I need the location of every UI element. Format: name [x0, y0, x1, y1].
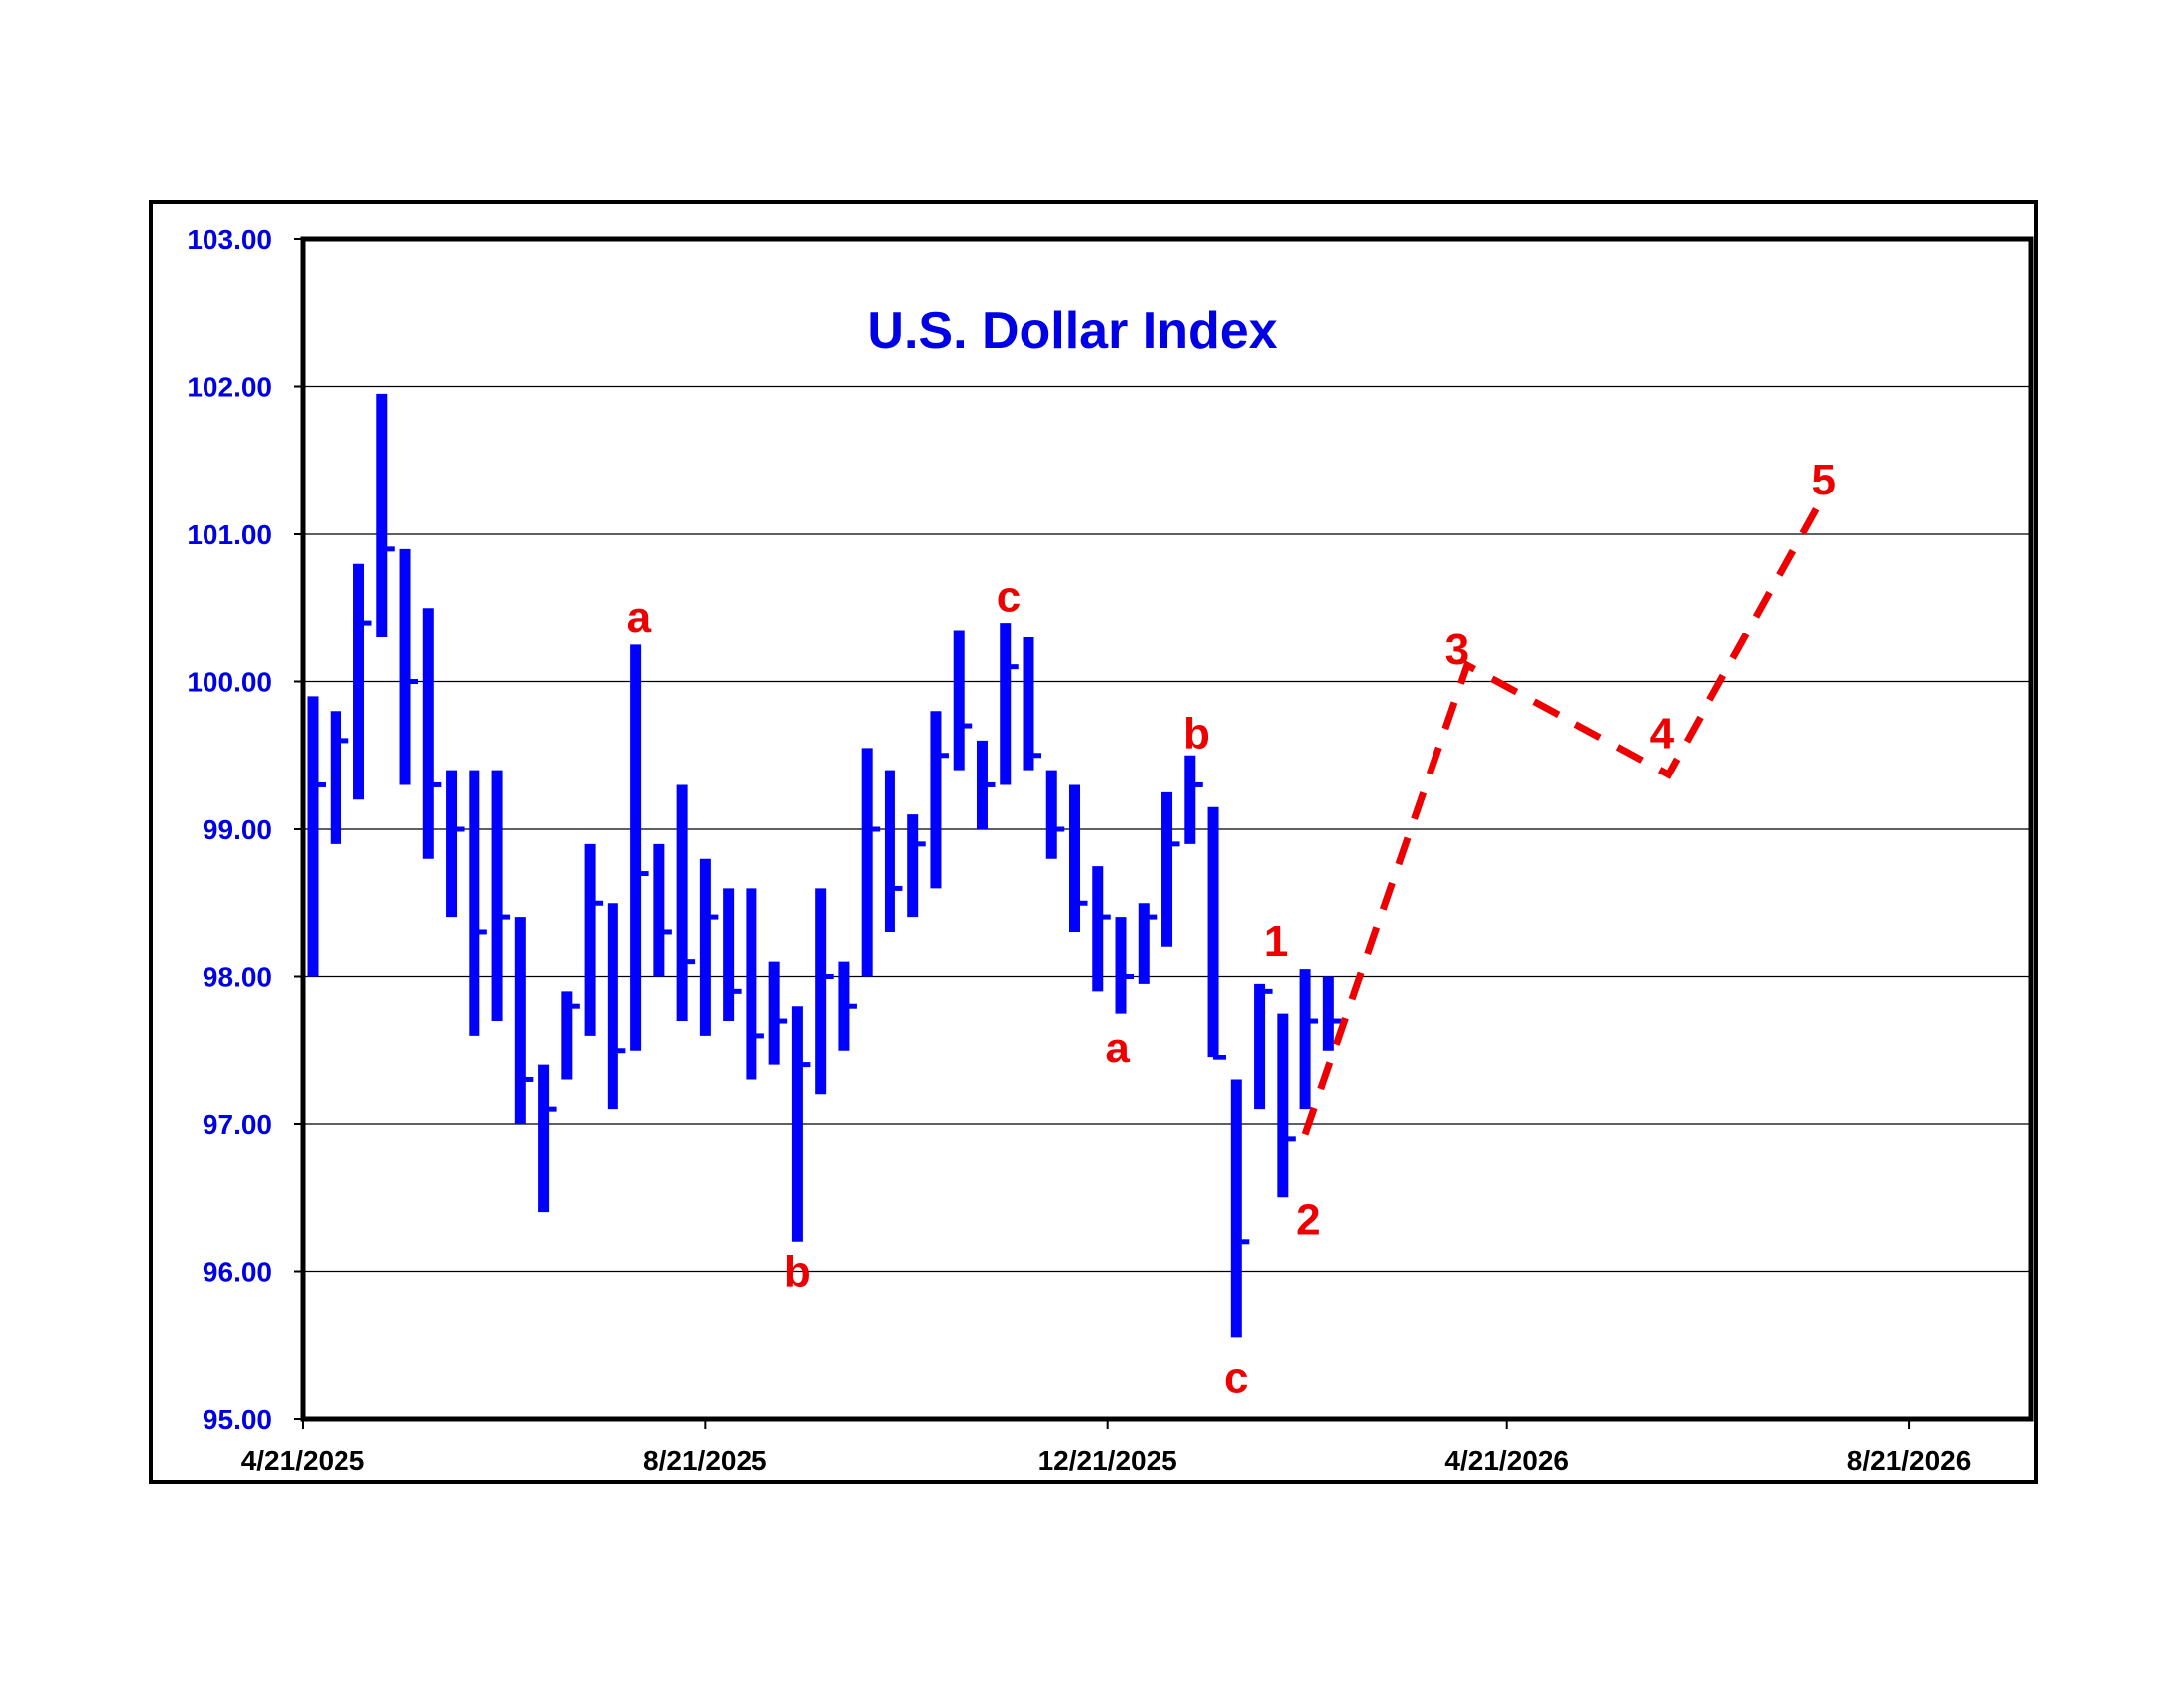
- wave-projection: [1301, 505, 1821, 1136]
- wave-label: a: [1105, 1024, 1130, 1072]
- x-tick-label: 4/21/2026: [1444, 1445, 1569, 1476]
- y-tick-label: 99.00: [203, 814, 272, 845]
- wave-labels: a b c a b c 1 2 3 4 5: [627, 456, 1836, 1402]
- y-tick-label: 100.00: [187, 667, 272, 698]
- x-tick-label: 8/21/2025: [643, 1445, 767, 1476]
- wave-label: 5: [1811, 456, 1835, 504]
- projection-line: [1301, 505, 1821, 1136]
- x-tick-label: 4/21/2025: [241, 1445, 365, 1476]
- chart-title: U.S. Dollar Index: [867, 302, 1277, 359]
- wave-label: 2: [1297, 1196, 1320, 1245]
- x-tick-label: 8/21/2026: [1847, 1445, 1972, 1476]
- wave-label: c: [997, 572, 1021, 621]
- y-axis: 95.00 96.00 97.00 98.00 99.00 100.00 101.00 102…: [187, 224, 303, 1435]
- wave-label: b: [784, 1248, 811, 1297]
- y-tick-label: 103.00: [187, 224, 272, 255]
- outer-frame: [149, 200, 2038, 1484]
- wave-label: 1: [1264, 917, 1288, 966]
- y-tick-label: 98.00: [203, 962, 272, 993]
- wave-label: a: [627, 593, 652, 641]
- wave-label: c: [1224, 1353, 1248, 1402]
- y-tick-label: 101.00: [187, 519, 272, 550]
- x-tick-label: 12/21/2025: [1038, 1445, 1177, 1476]
- wave-label: 3: [1445, 626, 1469, 674]
- plot-border: [300, 236, 2034, 1422]
- price-bars: [307, 393, 1342, 1338]
- y-tick-label: 102.00: [187, 372, 272, 403]
- y-tick-label: 97.00: [203, 1109, 272, 1140]
- x-axis: 4/21/2025 8/21/2025 12/21/2025 4/21/2026 8/2…: [241, 1419, 1972, 1476]
- y-tick-label: 95.00: [203, 1404, 272, 1435]
- wave-label: 4: [1650, 709, 1675, 758]
- y-tick-label: 96.00: [203, 1257, 272, 1288]
- wave-label: b: [1183, 709, 1210, 758]
